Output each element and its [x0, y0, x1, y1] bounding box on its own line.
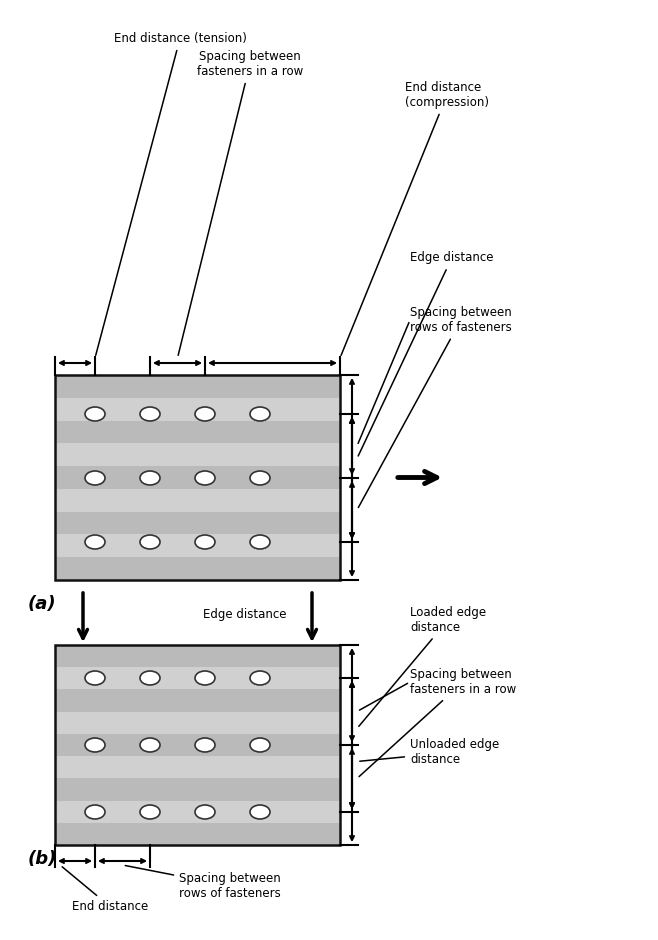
Text: (a): (a): [28, 595, 57, 613]
Ellipse shape: [140, 738, 160, 752]
Ellipse shape: [85, 407, 105, 421]
Bar: [55, 375, 340, 580]
Bar: [55, 778, 340, 801]
Text: Loaded edge
distance: Loaded edge distance: [359, 606, 486, 727]
Ellipse shape: [250, 535, 270, 549]
Ellipse shape: [250, 805, 270, 819]
Text: Edge distance: Edge distance: [203, 608, 287, 621]
Ellipse shape: [140, 407, 160, 421]
Bar: [55, 645, 340, 667]
Ellipse shape: [140, 805, 160, 819]
Ellipse shape: [195, 805, 215, 819]
Bar: [55, 511, 340, 535]
Bar: [55, 822, 340, 845]
Bar: [55, 375, 340, 580]
Text: (b): (b): [28, 850, 57, 868]
Ellipse shape: [85, 671, 105, 685]
Ellipse shape: [140, 671, 160, 685]
Ellipse shape: [195, 407, 215, 421]
Ellipse shape: [195, 471, 215, 485]
Bar: [55, 689, 340, 712]
Ellipse shape: [85, 535, 105, 549]
Bar: [55, 557, 340, 580]
Ellipse shape: [250, 738, 270, 752]
Bar: [55, 375, 340, 398]
Text: Unloaded edge
distance: Unloaded edge distance: [360, 738, 499, 766]
Text: Spacing between
fasteners in a row: Spacing between fasteners in a row: [178, 50, 303, 355]
Text: End distance (tension): End distance (tension): [95, 32, 247, 355]
Ellipse shape: [195, 535, 215, 549]
Ellipse shape: [140, 471, 160, 485]
Ellipse shape: [250, 471, 270, 485]
Ellipse shape: [250, 407, 270, 421]
Text: Spacing between
rows of fasteners: Spacing between rows of fasteners: [359, 306, 512, 508]
Ellipse shape: [85, 805, 105, 819]
Bar: [55, 645, 340, 845]
Text: Edge distance: Edge distance: [358, 252, 494, 456]
Ellipse shape: [195, 671, 215, 685]
Ellipse shape: [250, 671, 270, 685]
Ellipse shape: [85, 738, 105, 752]
Ellipse shape: [140, 535, 160, 549]
Text: End distance: End distance: [62, 867, 148, 913]
Bar: [55, 734, 340, 756]
Text: End distance
(compression): End distance (compression): [341, 81, 489, 355]
Text: Spacing between
fasteners in a row: Spacing between fasteners in a row: [359, 668, 517, 776]
Bar: [55, 466, 340, 489]
Bar: [55, 420, 340, 444]
Ellipse shape: [195, 738, 215, 752]
Bar: [55, 645, 340, 845]
Text: Spacing between
rows of fasteners: Spacing between rows of fasteners: [125, 866, 281, 900]
Ellipse shape: [85, 471, 105, 485]
